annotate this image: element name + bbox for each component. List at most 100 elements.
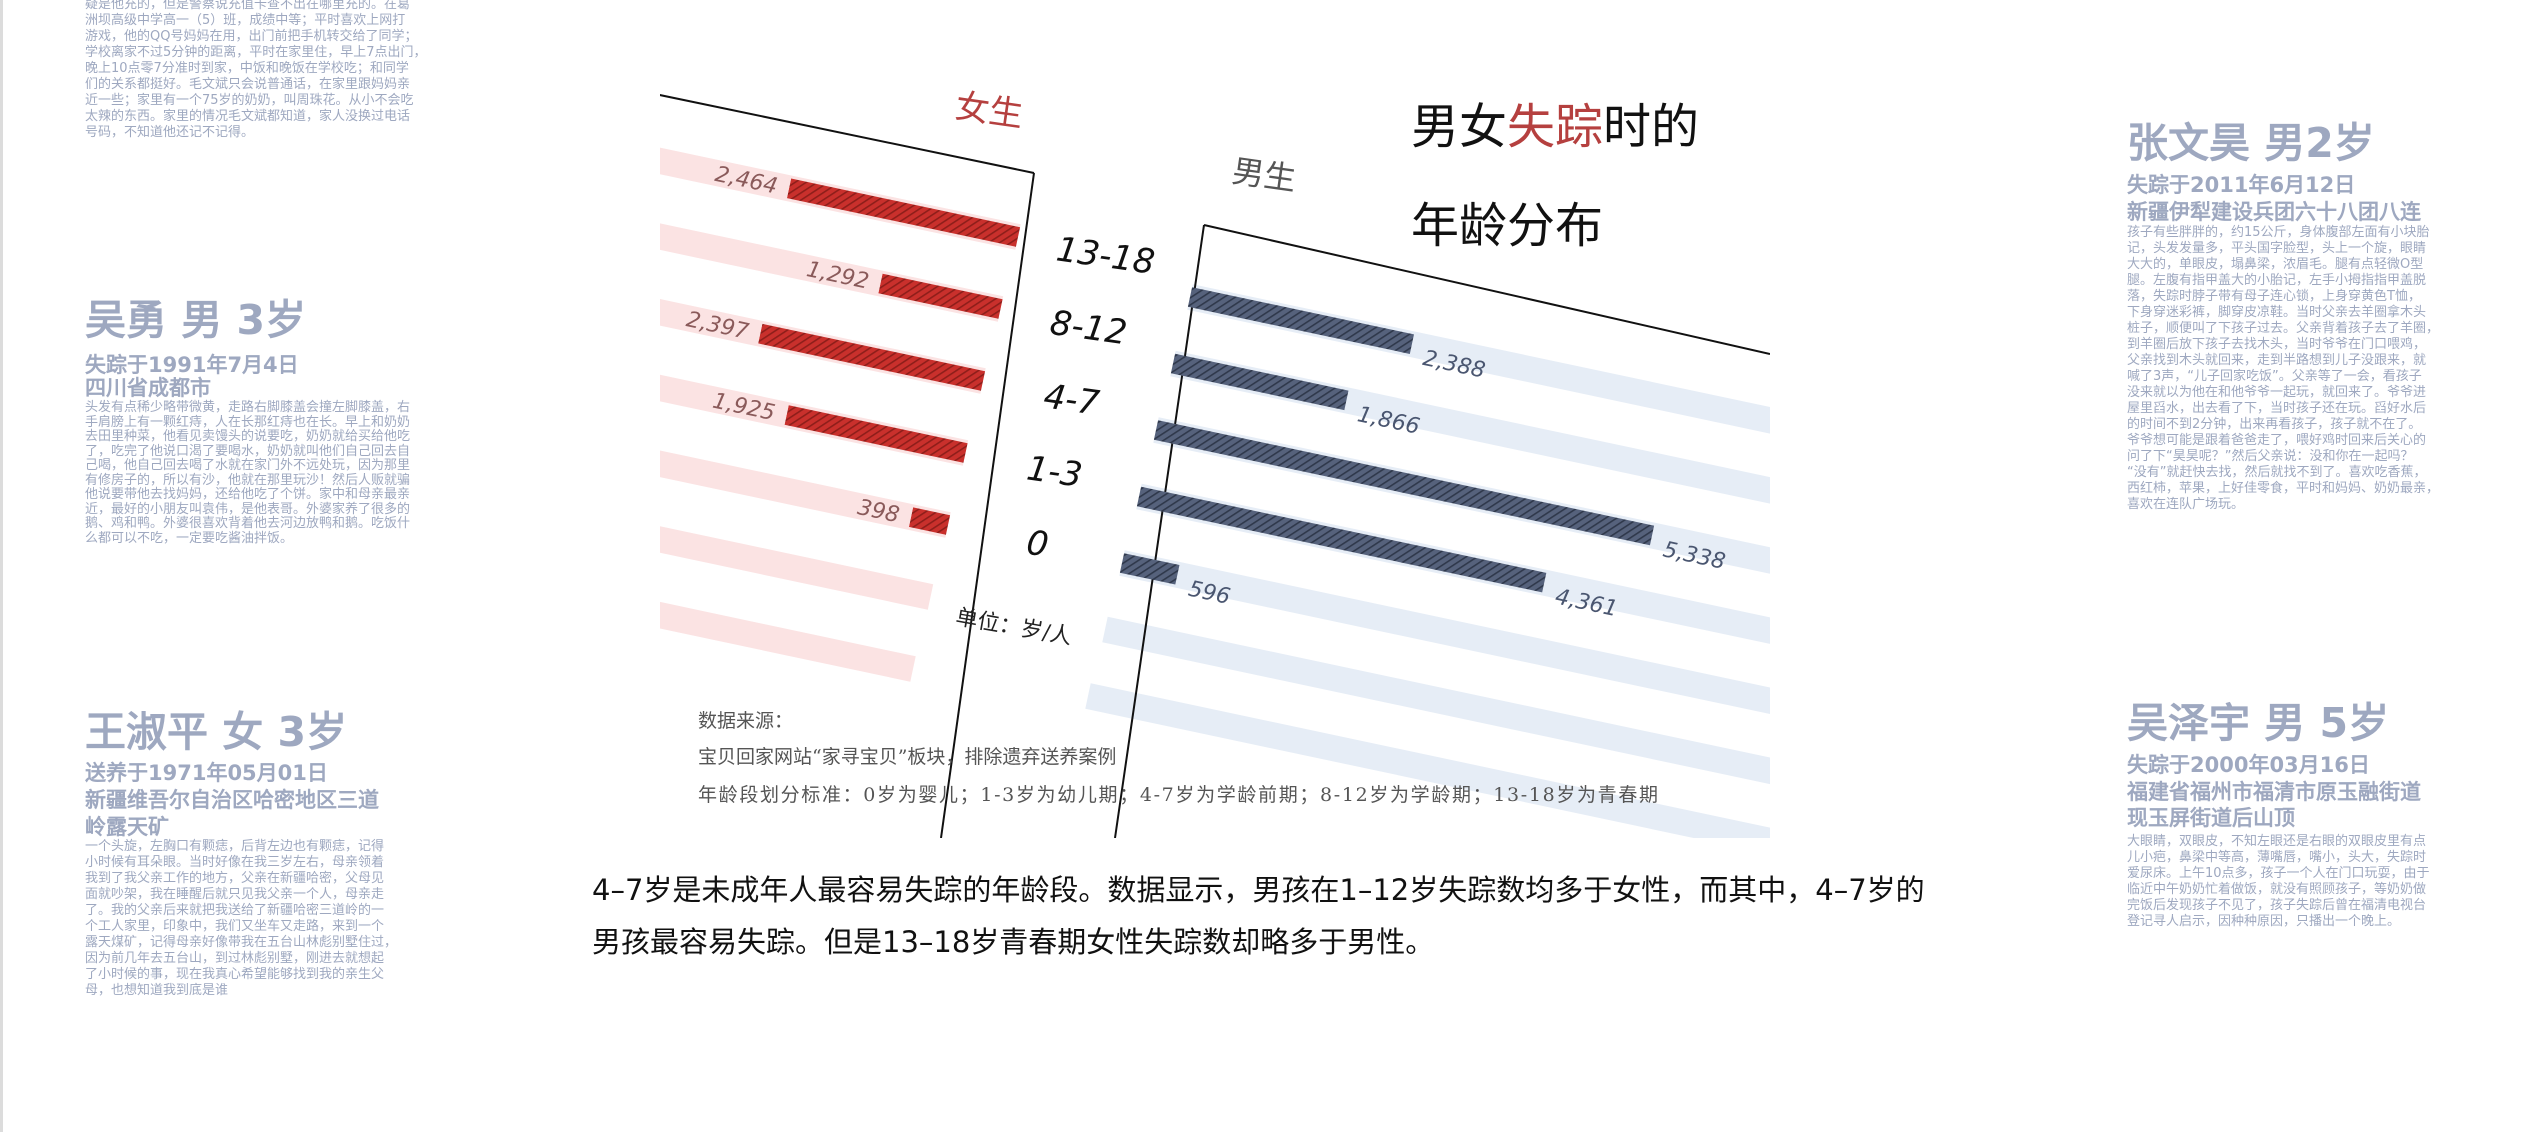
profile-body-line: 桩子，顺便叫了下孩子过去。父亲背着孩子去了羊圈，: [2127, 321, 2440, 336]
female-legend-label: 女生: [953, 89, 1026, 136]
profile-body-line: 爱尿床。上午10点多，孩子一个人在门口玩耍，由于: [2127, 866, 2430, 881]
profile-body-line: 学校离家不过5分钟的距离，平时在家里住，早上7点出门，: [85, 45, 427, 60]
profile-body-line: 了小时候的事，现在我真心希望能够找到我的亲生父: [85, 967, 385, 982]
profile-body-line: 游戏，他的QQ号妈妈在用，出门前把手机转交给了同学；: [85, 29, 418, 44]
profile-body-line: 露天煤矿，记得母亲好像带我在五台山林彪别墅住过，: [85, 935, 398, 950]
profile-body-line: 临近中午奶奶忙着做饭，就没有照顾孩子，等奶奶做: [2127, 882, 2427, 897]
profile-body: 疑是他充的，但是警察说充值卡查不出在哪里充的。在葛 洲坝高级中学高一（5）班，成绩…: [85, 0, 427, 141]
category-label-4-7: 4-7: [1041, 376, 1102, 423]
profile-body-line: 父亲找到木头就回来，走到半路想到儿子没跟来，就: [2127, 353, 2427, 368]
female-bar-4-7: [758, 323, 986, 391]
male-background-band: [1085, 683, 1770, 838]
profile-body-line: 登记寻人启示，因种种原因，只播出一个晚上。: [2127, 914, 2401, 929]
profile-body-line: 我到了我父亲工作的地方，父亲在新疆哈密，父母见: [85, 871, 385, 886]
female-axis-line: [940, 172, 1035, 838]
source-heading: 数据来源：: [698, 710, 793, 732]
profile-body-line: 有修房子的，所以有沙，他就在那里玩沙！然后人贩就骗: [85, 472, 411, 488]
female-bar-13-18: [786, 178, 1021, 247]
profile-body-line: 儿小疤，鼻梁中等高，薄嘴唇，嘴小，头大，失踪时: [2127, 850, 2427, 865]
category-label-8-12: 8-12: [1048, 303, 1130, 353]
chart-title-part: 男女: [1411, 99, 1507, 155]
profile-body-line: 们的关系都挺好。毛文斌只会说普通话，在家里跟妈妈亲: [85, 77, 411, 92]
profile-body-line: 疑是他充的，但是警察说充值卡查不出在哪里充的。在葛: [85, 0, 411, 12]
profile-body-line: 没来就以为他在和他爷爷一起玩，就回来了。爷爷进: [2127, 385, 2427, 400]
profile-body-line: 喊了3声，“儿子回家吃饭”。父亲等了一会，看孩子: [2127, 369, 2422, 384]
profile-body-line: 爷爷想可能是跟着爸爸走了，喂好鸡时回来后关心的: [2127, 433, 2427, 448]
profile-location: 新疆伊犁建设兵团六十八团八连: [2127, 200, 2421, 224]
profile-location: 四川省成都市: [85, 376, 211, 400]
category-label-1-3: 1-3: [1024, 448, 1085, 495]
profile-body: 孩子有些胖胖的，约15公斤，身体腹部左面有小块胎 记，头发发量多，平头国字脸型，头…: [2127, 225, 2439, 513]
male-bar-8-12: [1170, 353, 1349, 411]
profile-body-line: 手肩膀上有一颗红痔，人在长那红痔也在长。早上和奶奶: [85, 414, 411, 430]
category-label-13-18: 13-18: [1054, 229, 1157, 282]
article-paragraph: 4–7岁是未成年人最容易失踪的年龄段。数据显示，男孩在1–12岁失踪数均多于女性…: [592, 873, 1925, 959]
profile-body-line: 到羊圈后放下孩子去找木头，当时爷爷在门口喂鸡，: [2127, 337, 2427, 352]
profile-body-line: 近，最好的小朋友叫袁伟，是他表哥。外婆家养了很多的: [85, 501, 411, 517]
profile-body-line: 完饭后发现孩子不见了，孩子失踪后曾在福清电视台: [2127, 898, 2427, 913]
profile-name: 吴泽宇 男 5岁: [2127, 699, 2390, 747]
profile-body: 一个头旋，左胸口有颗痣，后背左边也有颗痣，记得 小时候有耳朵眼。当时好像在我三岁左…: [85, 839, 397, 999]
female-background-band: [660, 109, 1004, 322]
profile-body: 大眼睛，双眼皮，不知左眼还是右眼的双眼皮里有点 儿小疤，鼻梁中等高，薄嘴唇，嘴小，…: [2127, 834, 2430, 930]
profile-body-line: 屋里舀水，出去看了下，当时孩子还在玩。舀好水后: [2127, 401, 2427, 416]
profile-name: 王淑平 女 3岁: [85, 708, 348, 756]
male-background-band: [1102, 616, 1770, 830]
male-bar-0: [1119, 553, 1180, 585]
female-bar-0: [908, 507, 951, 535]
profile-body-line: 己喝，他自己回去喝了水就在家门外不远处玩，因为那里: [85, 458, 411, 473]
chart-title-highlight: 失踪: [1507, 99, 1603, 155]
female-bar-8-12: [878, 273, 1003, 319]
male-bar-13-18: [1187, 287, 1414, 354]
male-background-band: [1170, 350, 1770, 564]
female-background-band: [660, 397, 934, 610]
profile-adoption-date: 送养于1971年05月01日: [85, 761, 328, 785]
female-value-label: 2,397: [684, 307, 751, 345]
profile-missing-date: 失踪于2011年6月12日: [2127, 173, 2356, 197]
profile-body-line: 记，头发发量多，平头国字脸型，头上一个旋，眼睛: [2127, 241, 2427, 256]
profile-body-line: 了，吃完了他说口渴了要喝水，奶奶就叫他们自己回去自: [85, 443, 411, 459]
profile-body-line: 喜欢在连队广场玩。: [2127, 497, 2245, 512]
profile-location-cont: 岭露天矿: [85, 815, 169, 839]
chart-title-part: 时的: [1603, 99, 1699, 155]
profile-body-line: 的时间不到2分钟，出来再看孩子，孩子就不在了。: [2127, 417, 2422, 432]
male-panel-top-border: [1203, 224, 1770, 355]
profile-body-line: 下身穿迷彩裤，脚穿皮凉鞋。当时父亲去羊圈拿木头: [2127, 305, 2427, 320]
male-bar-4-7: [1153, 420, 1655, 546]
female-background-band: [660, 469, 916, 682]
profile-missing-date: 失踪于2000年03月16日: [2127, 753, 2370, 777]
female-value-label: 2,464: [713, 162, 780, 200]
male-bar-1-3: [1136, 486, 1547, 593]
profile-body-line: 因为前几年去五台山，到过林彪别墅，刚进去就想起: [85, 951, 385, 966]
profile-body-line: 去田里种菜，他看见卖馒头的说要吃，奶奶就给买给他吃: [85, 429, 411, 444]
profile-body-line: 个工人家里，印象中，我们又坐车又走路，来到一个: [85, 919, 385, 934]
male-axis-line: [1114, 224, 1205, 838]
profile-body-line: 么都可以不吃，一定要吃酱油拌饭。: [85, 530, 294, 546]
profile-name: 张文昊 男2岁: [2127, 119, 2375, 167]
chart-title-line1: 男女失踪时的: [1411, 99, 1699, 155]
profile-body: 头发有点稀少略带微黄，走路右脚膝盖会撞左脚膝盖，右 手肩膀上有一颗红痔，人在长那红…: [85, 400, 411, 546]
profile-body-line: 洲坝高级中学高一（5）班，成绩中等；平时喜欢上网打: [85, 13, 406, 28]
profile-location: 新疆维吾尔自治区哈密地区三道: [85, 788, 379, 812]
page-left-border: [0, 0, 3, 1132]
unit-label: 单位：岁/人: [954, 605, 1074, 650]
profile-body-line: 了。我的父亲后来就把我送给了新疆哈密三道岭的一: [85, 903, 385, 918]
profile-body-line: 腿。左腹有指甲盖大的小胎记，左手小拇指指甲盖脱: [2127, 273, 2427, 288]
female-value-label: 1,292: [804, 257, 871, 295]
profile-body-line: 小时候有耳朵眼。当时好像在我三岁左右，母亲领着: [85, 855, 385, 870]
female-bar-1-3: [784, 405, 968, 463]
profile-body-line: 母，也想知道我到底是谁: [85, 983, 229, 998]
profile-body-line: 落，失踪时脖子带有母子连心锁，上身穿黄色T恤，: [2127, 289, 2421, 304]
profile-body-line: 西红柿，苹果，上好佳零食，平时和妈妈、奶奶最亲，: [2127, 481, 2440, 496]
profile-body-line: 大大的，单眼皮，塌鼻梁，浓眉毛。腿有点轻微O型: [2127, 257, 2424, 272]
profile-body-line: 他说要带他去找妈妈，还给他吃了个饼。家中和母亲最亲: [85, 487, 411, 502]
profile-name: 吴勇 男 3岁: [85, 296, 307, 344]
age-distribution-chart: 2,464 2,388 13-18 1,292 1,866 8-12 2,397 5,338 4…: [660, 89, 1770, 838]
profile-body-line: 问了下“昊昊呢？”然后父亲说：没和你在一起吗？: [2127, 449, 2414, 464]
profile-body-line: 晚上10点零7分准时到家，中饭和晚饭在学校吃；和同学: [85, 61, 409, 76]
profile-body-line: 孩子有些胖胖的，约15公斤，身体腹部左面有小块胎: [2127, 225, 2430, 240]
profile-location: 福建省福州市福清市原玉融街道: [2127, 780, 2421, 804]
profile-body-line: 大眼睛，双眼皮，不知左眼还是右眼的双眼皮里有点: [2127, 834, 2427, 849]
age-group-definition: 年龄段划分标准：0岁为婴儿；1-3岁为幼儿期；4-7岁为学龄前期；8-12岁为学…: [698, 784, 1658, 806]
chart-title-line2: 年龄分布: [1411, 198, 1603, 254]
